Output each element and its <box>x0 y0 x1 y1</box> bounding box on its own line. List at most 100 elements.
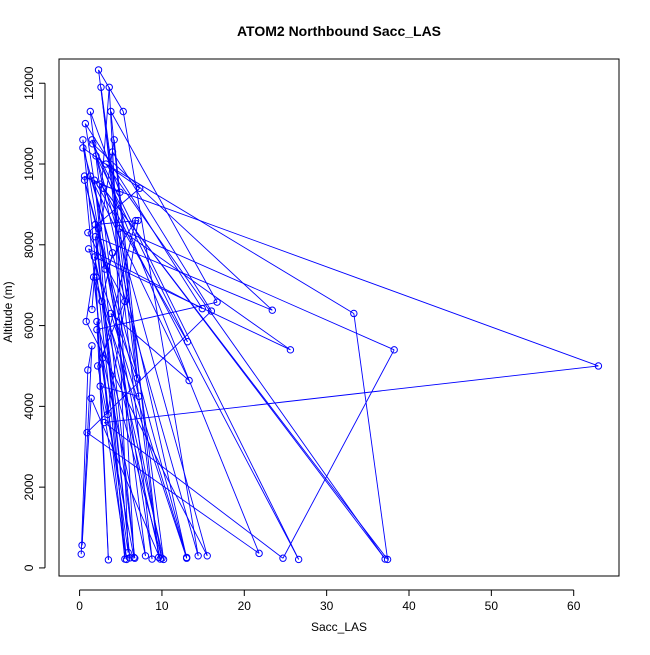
data-point <box>107 309 115 318</box>
data-point <box>121 297 129 306</box>
data-point <box>86 107 94 116</box>
data-point <box>207 307 216 315</box>
series-segment <box>105 163 355 314</box>
series-segment <box>81 398 92 546</box>
series-segment <box>84 180 140 397</box>
data-point <box>350 309 358 318</box>
data-point <box>390 346 398 354</box>
series-segment <box>100 385 139 397</box>
data-point <box>92 273 100 281</box>
series-segment <box>118 228 291 351</box>
axes: 0 10 20 30 40 50 60 0 2000 4000 6000 8000 10000 12000 <box>22 66 581 613</box>
data-point <box>183 338 192 346</box>
data-point <box>84 245 93 253</box>
series-segment <box>104 220 136 270</box>
data-point <box>148 555 156 563</box>
series-segment <box>89 111 146 556</box>
data-point <box>115 224 123 233</box>
data-point <box>79 144 87 152</box>
data-point <box>134 216 142 225</box>
data-point <box>103 410 112 419</box>
data-point <box>90 253 99 261</box>
y-tick-label: 0 <box>22 564 36 571</box>
series-segment <box>91 139 208 556</box>
series-segment <box>108 87 135 558</box>
data-point <box>88 342 96 350</box>
data-point <box>158 554 166 562</box>
series-segment <box>102 220 137 358</box>
series-segment <box>91 139 260 554</box>
data-point <box>130 553 138 562</box>
data-point <box>84 228 92 237</box>
data-point <box>203 552 211 560</box>
data-point <box>116 188 124 196</box>
data-point <box>141 552 150 560</box>
series-segment <box>98 69 124 112</box>
data-point <box>91 233 99 241</box>
data-point <box>294 555 303 564</box>
data-series <box>77 66 603 564</box>
y-tick-label: 2000 <box>22 473 36 500</box>
y-tick-label: 8000 <box>22 231 36 258</box>
data-point <box>268 306 276 314</box>
data-point <box>93 325 101 334</box>
plot-frame <box>58 58 620 577</box>
data-point <box>86 172 94 180</box>
data-point <box>154 553 163 562</box>
series-segment <box>80 369 89 555</box>
data-point <box>182 553 191 562</box>
data-point <box>104 556 113 564</box>
data-point <box>213 298 221 306</box>
series-segment <box>84 180 188 558</box>
data-point <box>98 354 107 362</box>
series-segment <box>104 365 599 423</box>
series-segment <box>98 69 160 558</box>
series-segment <box>107 220 139 415</box>
data-point <box>131 554 139 562</box>
series-segment <box>89 111 121 193</box>
x-tick-label: 10 <box>155 599 169 613</box>
data-point <box>194 552 202 560</box>
series-segment <box>87 187 140 234</box>
data-point <box>107 107 115 116</box>
series-segment <box>86 432 260 554</box>
data-point <box>92 152 100 160</box>
data-point <box>89 140 97 148</box>
data-point <box>82 317 90 326</box>
series-segment <box>87 232 126 302</box>
data-point <box>96 382 104 390</box>
series-segment <box>113 139 160 558</box>
data-point <box>81 119 90 128</box>
data-point <box>135 392 143 400</box>
series-segment <box>96 321 163 559</box>
series-segment <box>98 228 163 559</box>
series-segment <box>89 175 190 381</box>
y-tick-label: 4000 <box>22 393 36 420</box>
series-segment <box>82 147 113 253</box>
data-point <box>87 394 95 402</box>
data-point <box>159 555 168 564</box>
data-point <box>83 428 91 437</box>
series-segment <box>85 139 115 322</box>
y-tick-label: 6000 <box>22 312 36 339</box>
series-segment <box>97 365 135 558</box>
data-point <box>77 550 85 558</box>
series-segment <box>103 188 300 560</box>
x-axis-label: Sacc_LAS <box>311 620 367 634</box>
data-point <box>279 554 287 562</box>
data-point <box>108 148 117 156</box>
series-segment <box>101 252 113 302</box>
data-point <box>108 249 117 257</box>
series-segment <box>353 313 389 560</box>
data-point <box>381 555 389 563</box>
data-point <box>80 172 89 180</box>
data-point <box>126 554 134 562</box>
data-point <box>255 549 263 558</box>
data-point <box>286 346 295 354</box>
data-point <box>98 297 106 306</box>
y-tick-label: 12000 <box>22 66 36 100</box>
data-point <box>96 180 104 188</box>
data-point <box>124 548 132 557</box>
data-point <box>94 362 102 370</box>
